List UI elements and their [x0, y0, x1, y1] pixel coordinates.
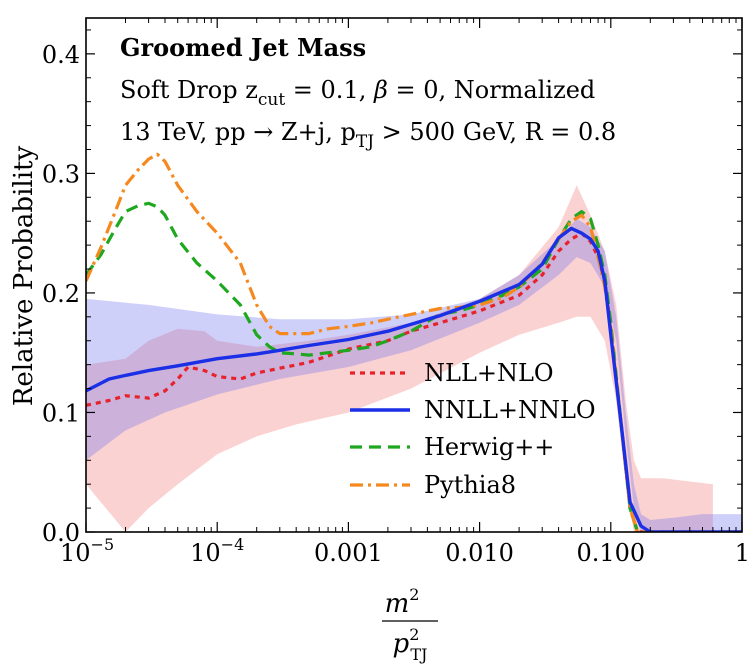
x-tick-label: 10−5 — [60, 535, 114, 567]
subtitle-2-b: > 500 GeV, R = 0.8 — [374, 118, 616, 146]
x-title-p-sub: TJ — [410, 645, 427, 664]
x-tick-label: 1 — [735, 539, 750, 567]
legend-label-pythia8: Pythia8 — [424, 471, 516, 499]
x-title-m: m — [385, 589, 410, 619]
band-nnllplusnnlo-uncertainty — [86, 218, 742, 532]
plot-frame — [85, 17, 743, 533]
axis-ticks: 0.0 0.1 0.2 0.3 0.4 10−5 10−4 0.001 0.010 0.100 1 — [42, 18, 750, 567]
subtitle-1-sub: cut — [258, 90, 285, 110]
subtitle-1-beta: β — [373, 76, 388, 104]
subtitle-1-c: = 0, Normalized — [388, 76, 595, 104]
series-lines — [86, 152, 742, 532]
y-tick-label: 0.4 — [42, 41, 80, 69]
x-title-m-sup: 2 — [409, 585, 419, 604]
subtitle-2-sub: TJ — [356, 132, 374, 152]
series-line-pythia8 — [86, 152, 742, 532]
subtitle-line-1: Soft Drop zcut = 0.1, β = 0, Normalized — [120, 76, 595, 110]
x-axis-title-denominator: p2 TJ — [393, 625, 428, 664]
x-title-p: p — [393, 629, 410, 659]
x-tick-label: 10−4 — [190, 535, 244, 567]
y-tick-label: 0.0 — [42, 519, 80, 547]
y-tick-label: 0.3 — [42, 160, 80, 188]
x-axis-title: m2 p2 TJ — [382, 585, 438, 664]
series-line-herwigplusplus — [86, 201, 742, 532]
legend-label-nnll-nnlo: NNLL+NNLO — [424, 396, 596, 424]
y-tick-label: 0.2 — [42, 280, 80, 308]
x-title-p-sup: 2 — [409, 625, 419, 644]
uncertainty-bands — [86, 185, 742, 532]
subtitle-line-2: 13 TeV, pp → Z+j, pTJ > 500 GeV, R = 0.8 — [120, 118, 616, 152]
legend: NLL+NLO NNLL+NNLO Herwig++ Pythia8 — [350, 359, 596, 499]
y-tick-label: 0.1 — [42, 399, 80, 427]
subtitle-1-a: Soft Drop z — [120, 76, 258, 104]
legend-label-herwig: Herwig++ — [424, 433, 554, 461]
chart-title: Groomed Jet Mass — [120, 33, 366, 62]
x-tick-label: 0.001 — [314, 539, 383, 567]
y-axis-title: Relative Probability — [9, 146, 39, 407]
subtitle-1-b: = 0.1, — [285, 76, 374, 104]
x-axis-title-numerator: m2 — [385, 585, 420, 619]
x-tick-label: 0.100 — [576, 539, 645, 567]
series-line-nnllplusnnlo — [86, 226, 742, 532]
subtitle-2-a: 13 TeV, pp → Z+j, p — [120, 118, 356, 146]
x-tick-label: 0.010 — [445, 539, 514, 567]
band-nllplusnlo-uncertainty — [86, 185, 713, 532]
legend-label-nll-nlo: NLL+NLO — [424, 359, 554, 387]
